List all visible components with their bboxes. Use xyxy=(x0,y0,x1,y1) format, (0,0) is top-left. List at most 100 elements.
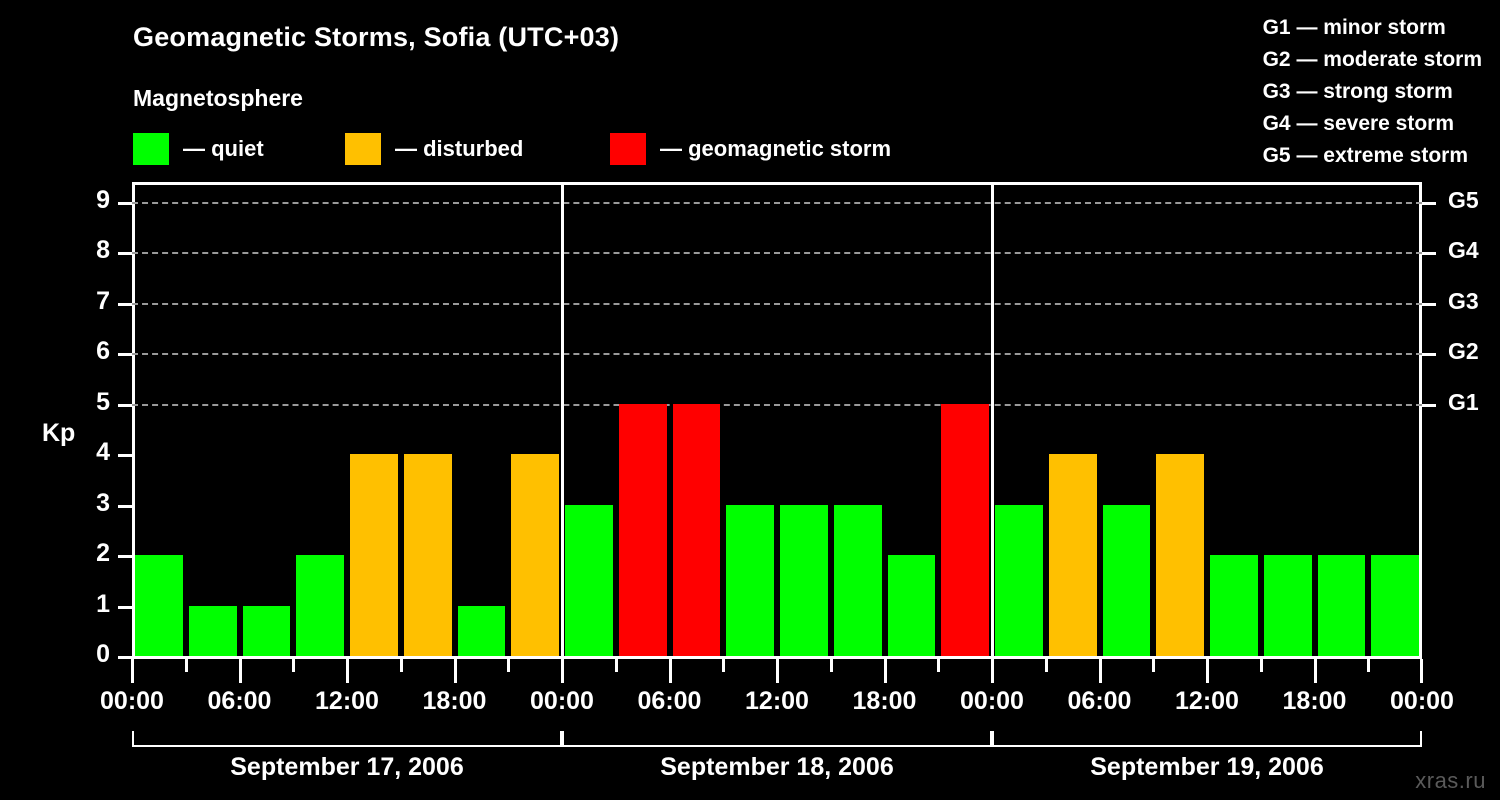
g-tick-G3 xyxy=(1422,302,1436,306)
bar xyxy=(618,403,667,656)
x-tick-label: 18:00 xyxy=(852,687,917,715)
x-tick-label: 18:00 xyxy=(1282,687,1347,715)
bar xyxy=(565,504,613,656)
chart-subtitle: Magnetosphere xyxy=(133,85,303,111)
x-tick-major xyxy=(1098,659,1102,683)
y-tick-label-7: 7 xyxy=(96,286,110,315)
date-bracket-cap xyxy=(990,731,992,747)
g-tick-G5 xyxy=(1422,202,1436,205)
x-tick-label: 18:00 xyxy=(422,687,487,715)
bar xyxy=(1048,454,1097,656)
y-tick-label-2: 2 xyxy=(96,539,110,568)
bar xyxy=(780,504,828,656)
g-scale-row-2: G2 — moderate storm xyxy=(1262,48,1482,71)
y-tick-label-4: 4 xyxy=(96,438,110,467)
legend-label-quiet: — quiet xyxy=(183,136,264,161)
x-tick-minor xyxy=(399,659,403,672)
gridline-kp-8 xyxy=(132,252,1422,255)
bar xyxy=(887,555,936,656)
gridline-kp-7 xyxy=(132,302,1422,305)
x-tick-major xyxy=(561,659,564,683)
legend-item-quiet: — quiet xyxy=(133,132,264,166)
y-tick-label-9: 9 xyxy=(96,186,110,214)
legend-item-disturbed: — disturbed xyxy=(345,132,523,166)
bar xyxy=(403,454,452,656)
bar xyxy=(1371,555,1419,656)
g-tick-G2 xyxy=(1422,353,1436,357)
x-tick-major xyxy=(668,659,672,683)
y-tick-label-6: 6 xyxy=(96,337,110,366)
page-title: Geomagnetic Storms, Sofia (UTC+03) xyxy=(133,22,620,52)
x-tick-minor xyxy=(1259,659,1263,672)
y-tick-3 xyxy=(118,504,132,508)
date-bracket-cap xyxy=(1420,731,1422,747)
x-tick-minor xyxy=(1044,659,1048,672)
y-tick-label-3: 3 xyxy=(96,488,110,517)
date-label-1: September 17, 2006 xyxy=(230,753,464,781)
x-tick-label: 00:00 xyxy=(1390,687,1454,715)
x-tick-minor xyxy=(937,659,941,672)
x-tick-major xyxy=(883,659,887,683)
x-tick-major xyxy=(238,659,242,683)
bar xyxy=(833,504,882,656)
bar xyxy=(1156,454,1204,656)
y-tick-9 xyxy=(118,202,132,205)
y-tick-label-1: 1 xyxy=(96,589,110,618)
y-tick-7 xyxy=(118,302,132,306)
x-tick-label: 06:00 xyxy=(207,687,272,715)
gridline-kp-5 xyxy=(132,403,1422,406)
bar xyxy=(296,555,344,656)
x-tick-minor xyxy=(614,659,618,672)
bar xyxy=(1317,555,1366,656)
x-tick-minor xyxy=(292,659,296,672)
bar xyxy=(350,454,398,656)
bar xyxy=(457,605,506,656)
date-bracket-2 xyxy=(562,745,992,747)
bar xyxy=(941,403,989,656)
legend-swatch-geomagnetic-storm xyxy=(610,133,646,165)
g-scale-row-1: G1 — minor storm xyxy=(1262,16,1446,39)
g-tick-label-G2: G2 xyxy=(1448,338,1479,365)
watermark: xras.ru xyxy=(1415,768,1486,793)
bar xyxy=(672,403,721,656)
x-tick-label: 12:00 xyxy=(1175,687,1239,715)
x-tick-label: 12:00 xyxy=(315,687,379,715)
bar xyxy=(1263,555,1312,656)
g-scale-row-5: G5 — extreme storm xyxy=(1262,144,1469,167)
x-tick-minor xyxy=(1367,659,1371,672)
g-tick-label-G4: G4 xyxy=(1448,237,1479,264)
y-tick-label-5: 5 xyxy=(96,387,110,416)
date-bracket-cap xyxy=(132,731,134,747)
x-tick-major xyxy=(346,659,349,683)
day-separator-1 xyxy=(561,182,564,659)
x-tick-label: 00:00 xyxy=(100,687,164,715)
x-tick-minor xyxy=(184,659,188,672)
g-tick-label-G1: G1 xyxy=(1448,388,1479,415)
date-bracket-3 xyxy=(992,745,1422,747)
x-tick-label: 06:00 xyxy=(1067,687,1132,715)
g-tick-G4 xyxy=(1422,252,1436,256)
plot-frame xyxy=(132,182,1422,659)
date-bracket-cap xyxy=(560,731,562,747)
x-tick-major xyxy=(1206,659,1209,683)
x-tick-label: 00:00 xyxy=(960,687,1024,715)
bar xyxy=(1102,504,1151,656)
g-tick-label-G5: G5 xyxy=(1448,187,1479,213)
y-tick-8 xyxy=(118,252,132,256)
y-tick-1 xyxy=(118,605,132,609)
x-tick-label: 06:00 xyxy=(637,687,702,715)
date-label-2: September 18, 2006 xyxy=(660,753,894,781)
day-separator-2 xyxy=(991,182,994,659)
bar xyxy=(1210,555,1258,656)
x-tick-major xyxy=(131,659,134,683)
legend-label-disturbed: — disturbed xyxy=(395,136,524,161)
x-tick-major xyxy=(776,659,779,683)
legend-swatch-quiet xyxy=(133,133,169,165)
bar xyxy=(511,454,559,656)
x-tick-label: 00:00 xyxy=(530,687,594,715)
x-tick-minor xyxy=(1152,659,1156,672)
y-tick-5 xyxy=(118,403,132,407)
x-tick-major xyxy=(453,659,457,683)
bar xyxy=(726,504,774,656)
